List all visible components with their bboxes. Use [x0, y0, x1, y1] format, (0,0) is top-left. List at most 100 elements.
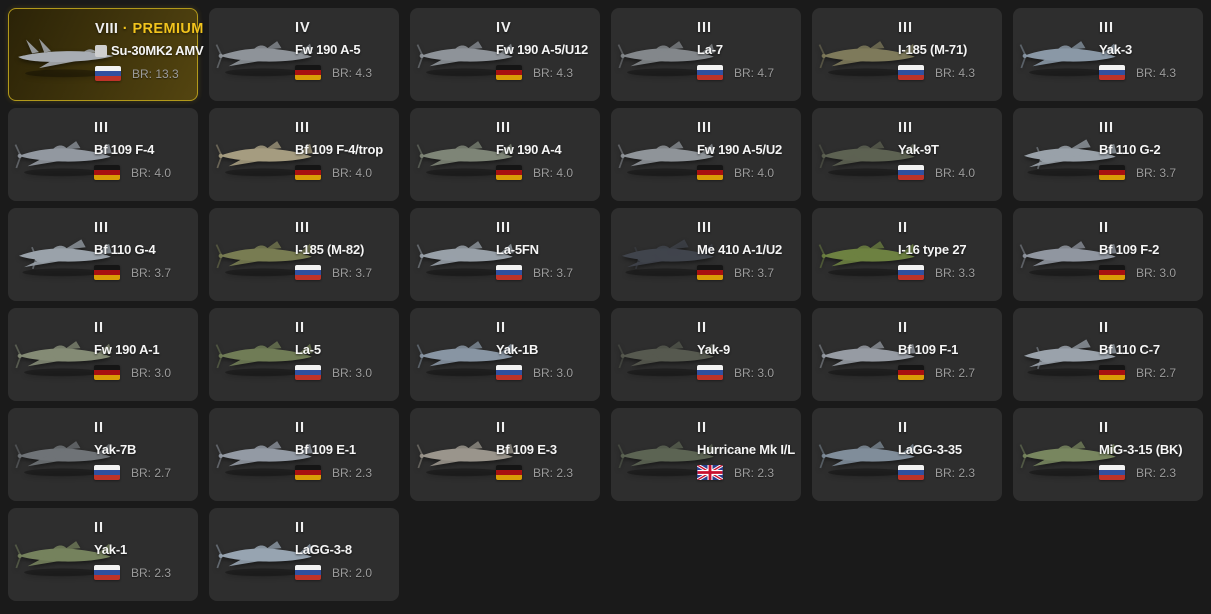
- vehicle-card[interactable]: II · PREMIUM Yak-1 BR: 2.3: [8, 508, 198, 601]
- russia-flag-icon: [94, 465, 120, 480]
- vehicle-card[interactable]: IV · PREMIUM Fw 190 A-5/U12 BR: 4.3: [410, 8, 600, 101]
- vehicle-card[interactable]: II · PREMIUM Hurricane Mk I/L BR: 2.3: [611, 408, 801, 501]
- vehicle-rank: III: [295, 120, 311, 136]
- vehicle-name: Yak-3: [1099, 42, 1132, 57]
- vehicle-info: II · PREMIUM LaGG-3-8 BR: 2.0: [295, 520, 395, 580]
- vehicle-name-line: LaGG-3-35: [898, 442, 998, 458]
- vehicle-info: III · PREMIUM Bf 109 F-4/trop BR: 4.0: [295, 120, 395, 180]
- vehicle-rank-line: II · PREMIUM: [295, 520, 395, 537]
- vehicle-card[interactable]: VIII · PREMIUM Su-30MK2 AMV BR: 13.3: [8, 8, 204, 101]
- vehicle-rank-line: III · PREMIUM: [496, 220, 596, 237]
- vehicle-rank-line: II · PREMIUM: [898, 420, 998, 437]
- vehicle-rank: III: [697, 120, 713, 136]
- russia-flag-icon: [295, 265, 321, 280]
- vehicle-card[interactable]: III · PREMIUM Fw 190 A-4 BR: 4.0: [410, 108, 600, 201]
- uk-flag-icon: [697, 465, 723, 480]
- vehicle-card[interactable]: II · PREMIUM Yak-1B BR: 3.0: [410, 308, 600, 401]
- vehicle-card[interactable]: II · PREMIUM I-16 type 27 BR: 3.3: [812, 208, 1002, 301]
- vehicle-card[interactable]: II · PREMIUM Fw 190 A-1 BR: 3.0: [8, 308, 198, 401]
- russia-flag-icon: [94, 565, 120, 580]
- vehicle-name-line: LaGG-3-8: [295, 542, 395, 558]
- vehicle-rank-line: II · PREMIUM: [1099, 420, 1199, 437]
- vehicle-name-line: Bf 109 F-2: [1099, 242, 1199, 258]
- germany-flag-icon: [1099, 365, 1125, 380]
- vehicle-card[interactable]: III · PREMIUM Bf 110 G-4 BR: 3.7: [8, 208, 198, 301]
- vehicle-rank: III: [94, 220, 110, 236]
- vehicle-name-line: Hurricane Mk I/L: [697, 442, 797, 458]
- vehicle-info: II · PREMIUM Bf 109 F-1 BR: 2.7: [898, 320, 998, 380]
- vehicle-rank: II: [1099, 220, 1110, 236]
- battle-rating: BR: 4.3: [1136, 65, 1177, 80]
- germany-flag-icon: [496, 65, 522, 80]
- vehicle-info: IV · PREMIUM Fw 190 A-5/U12 BR: 4.3: [496, 20, 596, 80]
- vehicle-name: Bf 110 G-4: [94, 242, 156, 257]
- vehicle-card[interactable]: III · PREMIUM Bf 109 F-4/trop BR: 4.0: [209, 108, 399, 201]
- vehicle-rank-line: III · PREMIUM: [697, 120, 797, 137]
- vehicle-card[interactable]: III · PREMIUM Bf 109 F-4 BR: 4.0: [8, 108, 198, 201]
- vehicle-card[interactable]: II · PREMIUM Yak-9 BR: 3.0: [611, 308, 801, 401]
- vehicle-rank-line: IV · PREMIUM: [295, 20, 395, 37]
- vehicle-card[interactable]: III · PREMIUM Fw 190 A-5/U2 BR: 4.0: [611, 108, 801, 201]
- vehicle-meta-line: BR: 2.3: [1099, 465, 1199, 480]
- vehicle-rank-line: II · PREMIUM: [94, 320, 194, 337]
- battle-rating: BR: 2.3: [1136, 465, 1177, 480]
- vehicle-name: Yak-1: [94, 542, 127, 557]
- battle-rating: BR: 4.0: [935, 165, 976, 180]
- vehicle-name: Bf 110 G-2: [1099, 142, 1161, 157]
- vehicle-name-line: Yak-9T: [898, 142, 998, 158]
- vehicle-meta-line: BR: 2.3: [94, 565, 194, 580]
- vehicle-name-line: I-16 type 27: [898, 242, 998, 258]
- vehicle-card[interactable]: III · PREMIUM Bf 110 G-2 BR: 3.7: [1013, 108, 1203, 201]
- vehicle-name-line: Fw 190 A-1: [94, 342, 194, 358]
- vehicle-rank-line: III · PREMIUM: [898, 120, 998, 137]
- vehicle-card[interactable]: II · PREMIUM MiG-3-15 (BK) BR: 2.3: [1013, 408, 1203, 501]
- germany-flag-icon: [94, 165, 120, 180]
- vehicle-card[interactable]: III · PREMIUM I-185 (M-82) BR: 3.7: [209, 208, 399, 301]
- vehicle-card[interactable]: II · PREMIUM Yak-7B BR: 2.7: [8, 408, 198, 501]
- vehicle-card[interactable]: III · PREMIUM La-7 BR: 4.7: [611, 8, 801, 101]
- vehicle-card[interactable]: IV · PREMIUM Fw 190 A-5 BR: 4.3: [209, 8, 399, 101]
- vehicle-name: La-7: [697, 42, 723, 57]
- vehicle-card[interactable]: II · PREMIUM Bf 110 C-7 BR: 2.7: [1013, 308, 1203, 401]
- russia-flag-icon: [898, 65, 924, 80]
- vehicle-card[interactable]: II · PREMIUM Bf 109 E-1 BR: 2.3: [209, 408, 399, 501]
- vehicle-meta-line: BR: 3.0: [697, 365, 797, 380]
- vehicle-info: II · PREMIUM Bf 109 F-2 BR: 3.0: [1099, 220, 1199, 280]
- battle-rating: BR: 4.0: [131, 165, 172, 180]
- vehicle-info: III · PREMIUM Bf 110 G-4 BR: 3.7: [94, 220, 194, 280]
- vehicle-card[interactable]: III · PREMIUM Yak-3 BR: 4.3: [1013, 8, 1203, 101]
- vehicle-rank: II: [697, 320, 708, 336]
- battle-rating: BR: 2.7: [131, 465, 172, 480]
- vehicle-meta-line: BR: 3.0: [1099, 265, 1199, 280]
- vehicle-card[interactable]: II · PREMIUM LaGG-3-8 BR: 2.0: [209, 508, 399, 601]
- vehicle-card[interactable]: II · PREMIUM Bf 109 F-2 BR: 3.0: [1013, 208, 1203, 301]
- vehicle-name: Yak-7B: [94, 442, 137, 457]
- vehicle-card[interactable]: III · PREMIUM Me 410 A-1/U2 BR: 3.7: [611, 208, 801, 301]
- vehicle-meta-line: BR: 4.3: [1099, 65, 1199, 80]
- vehicle-rank: II: [898, 220, 909, 236]
- vehicle-rank: II: [496, 420, 507, 436]
- vehicle-card[interactable]: II · PREMIUM LaGG-3-35 BR: 2.3: [812, 408, 1002, 501]
- battle-rating: BR: 2.0: [332, 565, 373, 580]
- vehicle-card[interactable]: II · PREMIUM La-5 BR: 3.0: [209, 308, 399, 401]
- vehicle-rank: II: [295, 320, 306, 336]
- premium-badge: PREMIUM: [132, 21, 204, 37]
- russia-flag-icon: [697, 65, 723, 80]
- vehicle-card[interactable]: II · PREMIUM Bf 109 E-3 BR: 2.3: [410, 408, 600, 501]
- vehicle-rank-line: II · PREMIUM: [295, 320, 395, 337]
- battle-rating: BR: 4.7: [734, 65, 775, 80]
- vehicle-rank-line: II · PREMIUM: [496, 420, 596, 437]
- vehicle-name: I-185 (M-71): [898, 42, 968, 57]
- vehicle-meta-line: BR: 3.7: [697, 265, 797, 280]
- vehicle-card[interactable]: III · PREMIUM La-5FN BR: 3.7: [410, 208, 600, 301]
- vehicle-rank: II: [1099, 420, 1110, 436]
- vehicle-name-line: I-185 (M-71): [898, 42, 998, 58]
- vehicle-info: II · PREMIUM Hurricane Mk I/L BR: 2.3: [697, 420, 797, 480]
- vehicle-rank: IV: [496, 20, 512, 36]
- vehicle-card[interactable]: III · PREMIUM Yak-9T BR: 4.0: [812, 108, 1002, 201]
- vehicle-meta-line: BR: 2.3: [496, 465, 596, 480]
- battle-rating: BR: 2.3: [131, 565, 172, 580]
- germany-flag-icon: [697, 265, 723, 280]
- vehicle-card[interactable]: II · PREMIUM Bf 109 F-1 BR: 2.7: [812, 308, 1002, 401]
- vehicle-card[interactable]: III · PREMIUM I-185 (M-71) BR: 4.3: [812, 8, 1002, 101]
